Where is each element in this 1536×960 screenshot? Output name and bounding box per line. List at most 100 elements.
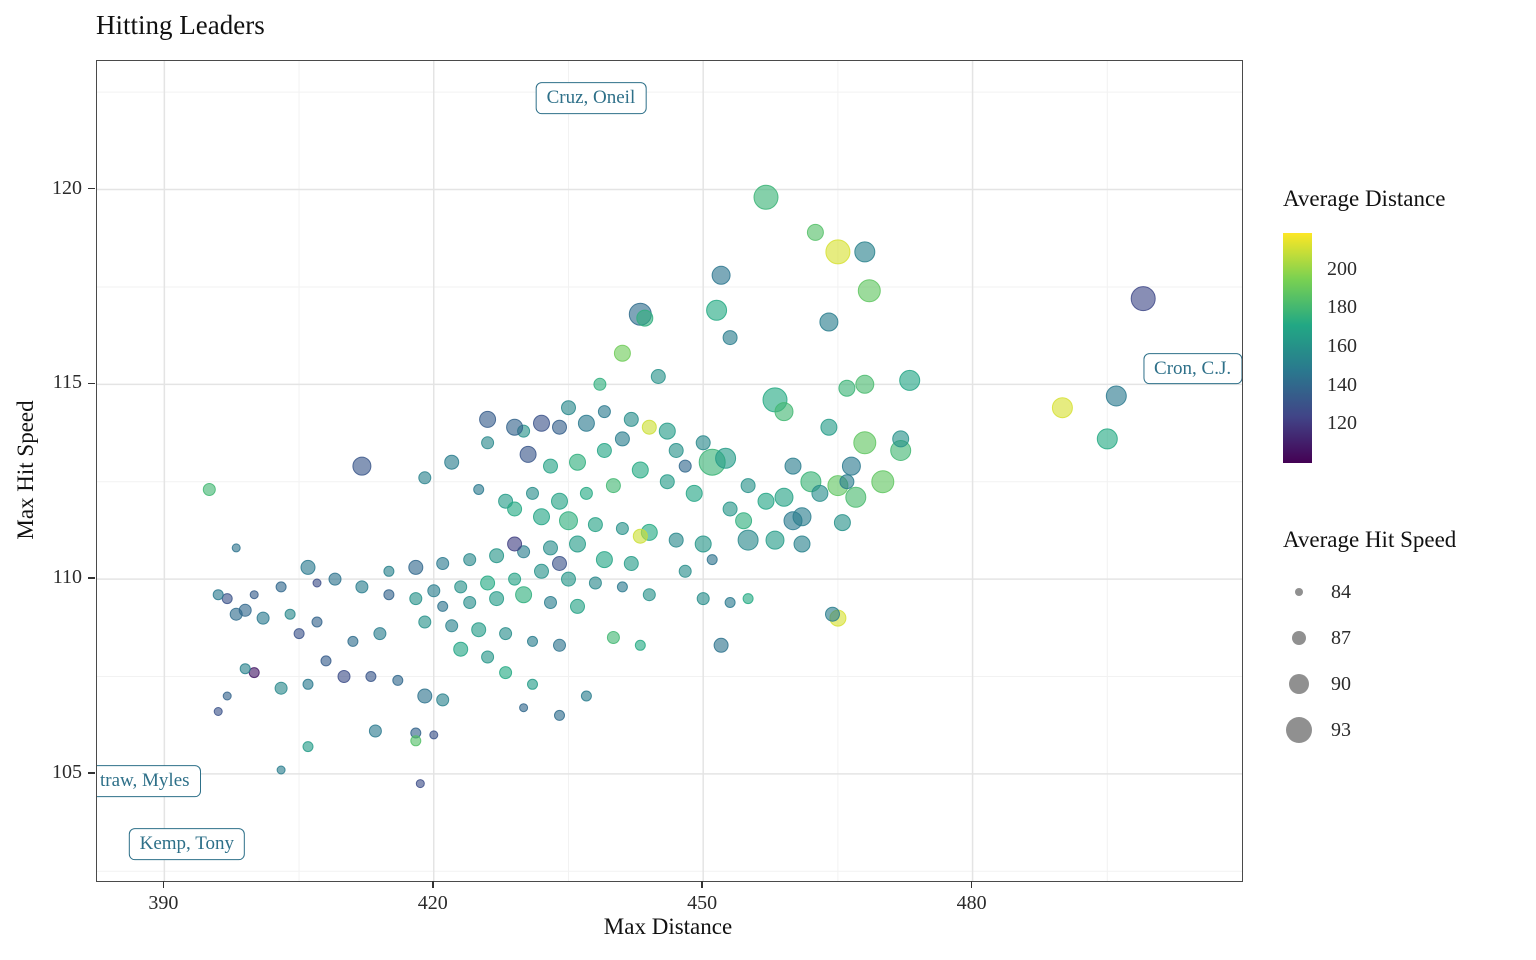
data-point xyxy=(508,572,522,586)
data-point xyxy=(499,627,513,641)
color-legend-title: Average Distance xyxy=(1283,186,1446,211)
data-point xyxy=(284,608,296,620)
data-point xyxy=(614,431,630,447)
data-point xyxy=(593,377,607,391)
size-legend-row: 93 xyxy=(1283,707,1533,753)
data-point xyxy=(410,735,422,747)
data-point xyxy=(527,635,538,647)
data-point xyxy=(480,575,496,591)
data-point xyxy=(757,492,775,510)
data-point xyxy=(248,667,260,679)
color-legend: 200 180 160 140 120 xyxy=(1283,233,1533,469)
data-point xyxy=(238,603,252,617)
data-point xyxy=(668,443,684,458)
data-point xyxy=(453,641,469,657)
data-point xyxy=(740,478,756,494)
data-point xyxy=(605,478,621,494)
size-legend-dot xyxy=(1286,717,1312,743)
x-tick-label: 420 xyxy=(417,892,448,914)
data-point xyxy=(1130,286,1156,312)
data-point xyxy=(383,589,395,601)
data-point xyxy=(519,445,537,463)
data-point xyxy=(445,619,459,633)
plot-panel: Cruz, Oneil Cron, C.J. traw, Myles Kemp, To… xyxy=(96,60,1243,882)
data-point xyxy=(706,299,728,321)
data-point xyxy=(569,535,586,553)
size-legend-label: 90 xyxy=(1331,672,1351,695)
data-point xyxy=(820,418,838,436)
x-axis-title: Max Distance xyxy=(603,914,733,939)
data-point xyxy=(724,597,736,608)
data-point xyxy=(606,631,620,644)
data-point xyxy=(533,414,550,432)
data-point xyxy=(774,487,794,507)
data-point xyxy=(408,559,424,575)
data-point xyxy=(596,443,612,458)
data-point xyxy=(302,678,314,690)
x-tick-mark xyxy=(431,881,434,888)
data-point xyxy=(845,486,867,508)
data-point xyxy=(275,581,287,593)
data-point xyxy=(249,590,259,600)
data-point xyxy=(239,663,251,675)
data-point xyxy=(221,593,233,605)
colorbar-tick-label: 160 xyxy=(1327,335,1357,358)
data-point xyxy=(737,529,759,551)
size-legend-row: 87 xyxy=(1283,615,1533,661)
annotation-label: Kemp, Tony xyxy=(128,828,245,860)
data-point xyxy=(711,265,731,285)
x-tick-mark xyxy=(970,881,973,888)
size-legend-row: 90 xyxy=(1283,661,1533,707)
data-point xyxy=(507,501,523,517)
data-point xyxy=(854,241,876,263)
data-point xyxy=(202,483,216,496)
data-point xyxy=(415,779,425,789)
data-point xyxy=(212,589,224,601)
data-point xyxy=(811,484,829,502)
x-tick-mark xyxy=(701,881,703,888)
annotation-label: Cron, C.J. xyxy=(1143,352,1242,385)
data-point xyxy=(543,540,558,556)
data-point xyxy=(473,484,485,495)
data-point xyxy=(650,369,666,384)
data-point xyxy=(793,535,811,553)
data-point xyxy=(806,223,824,241)
data-point xyxy=(838,379,856,397)
size-legend-dot-cell xyxy=(1283,674,1315,694)
data-point xyxy=(534,563,549,579)
data-point xyxy=(857,279,881,303)
data-point xyxy=(256,611,270,625)
data-point xyxy=(418,471,432,485)
data-point xyxy=(579,486,593,500)
colorbar-tick-label: 120 xyxy=(1327,412,1357,435)
data-point xyxy=(320,655,332,667)
size-legend-dot xyxy=(1289,674,1309,694)
data-point xyxy=(595,551,613,569)
data-point xyxy=(819,312,839,332)
data-point xyxy=(471,622,487,638)
size-legend-label: 87 xyxy=(1331,626,1351,649)
data-point xyxy=(392,674,404,686)
data-point xyxy=(417,688,433,704)
data-point xyxy=(695,435,711,451)
legend: Average Distance 200 180 160 140 120 Average… xyxy=(1283,186,1533,753)
data-point xyxy=(463,553,477,567)
data-point xyxy=(616,581,628,593)
data-point xyxy=(499,666,513,680)
data-point xyxy=(678,564,692,578)
size-legend-title: Average Hit Speed xyxy=(1283,527,1457,552)
data-point xyxy=(300,559,316,575)
size-legend-dot-cell xyxy=(1283,717,1315,743)
data-point xyxy=(506,418,524,436)
data-point xyxy=(623,411,639,427)
size-legend-rows: 84 87 90 93 xyxy=(1283,569,1533,753)
data-point xyxy=(383,565,395,577)
data-point xyxy=(631,461,649,479)
data-point xyxy=(765,530,785,550)
data-point xyxy=(347,635,359,647)
data-point xyxy=(642,588,656,602)
data-point xyxy=(543,458,558,474)
x-tick-label: 390 xyxy=(148,892,179,914)
data-point xyxy=(352,456,372,476)
